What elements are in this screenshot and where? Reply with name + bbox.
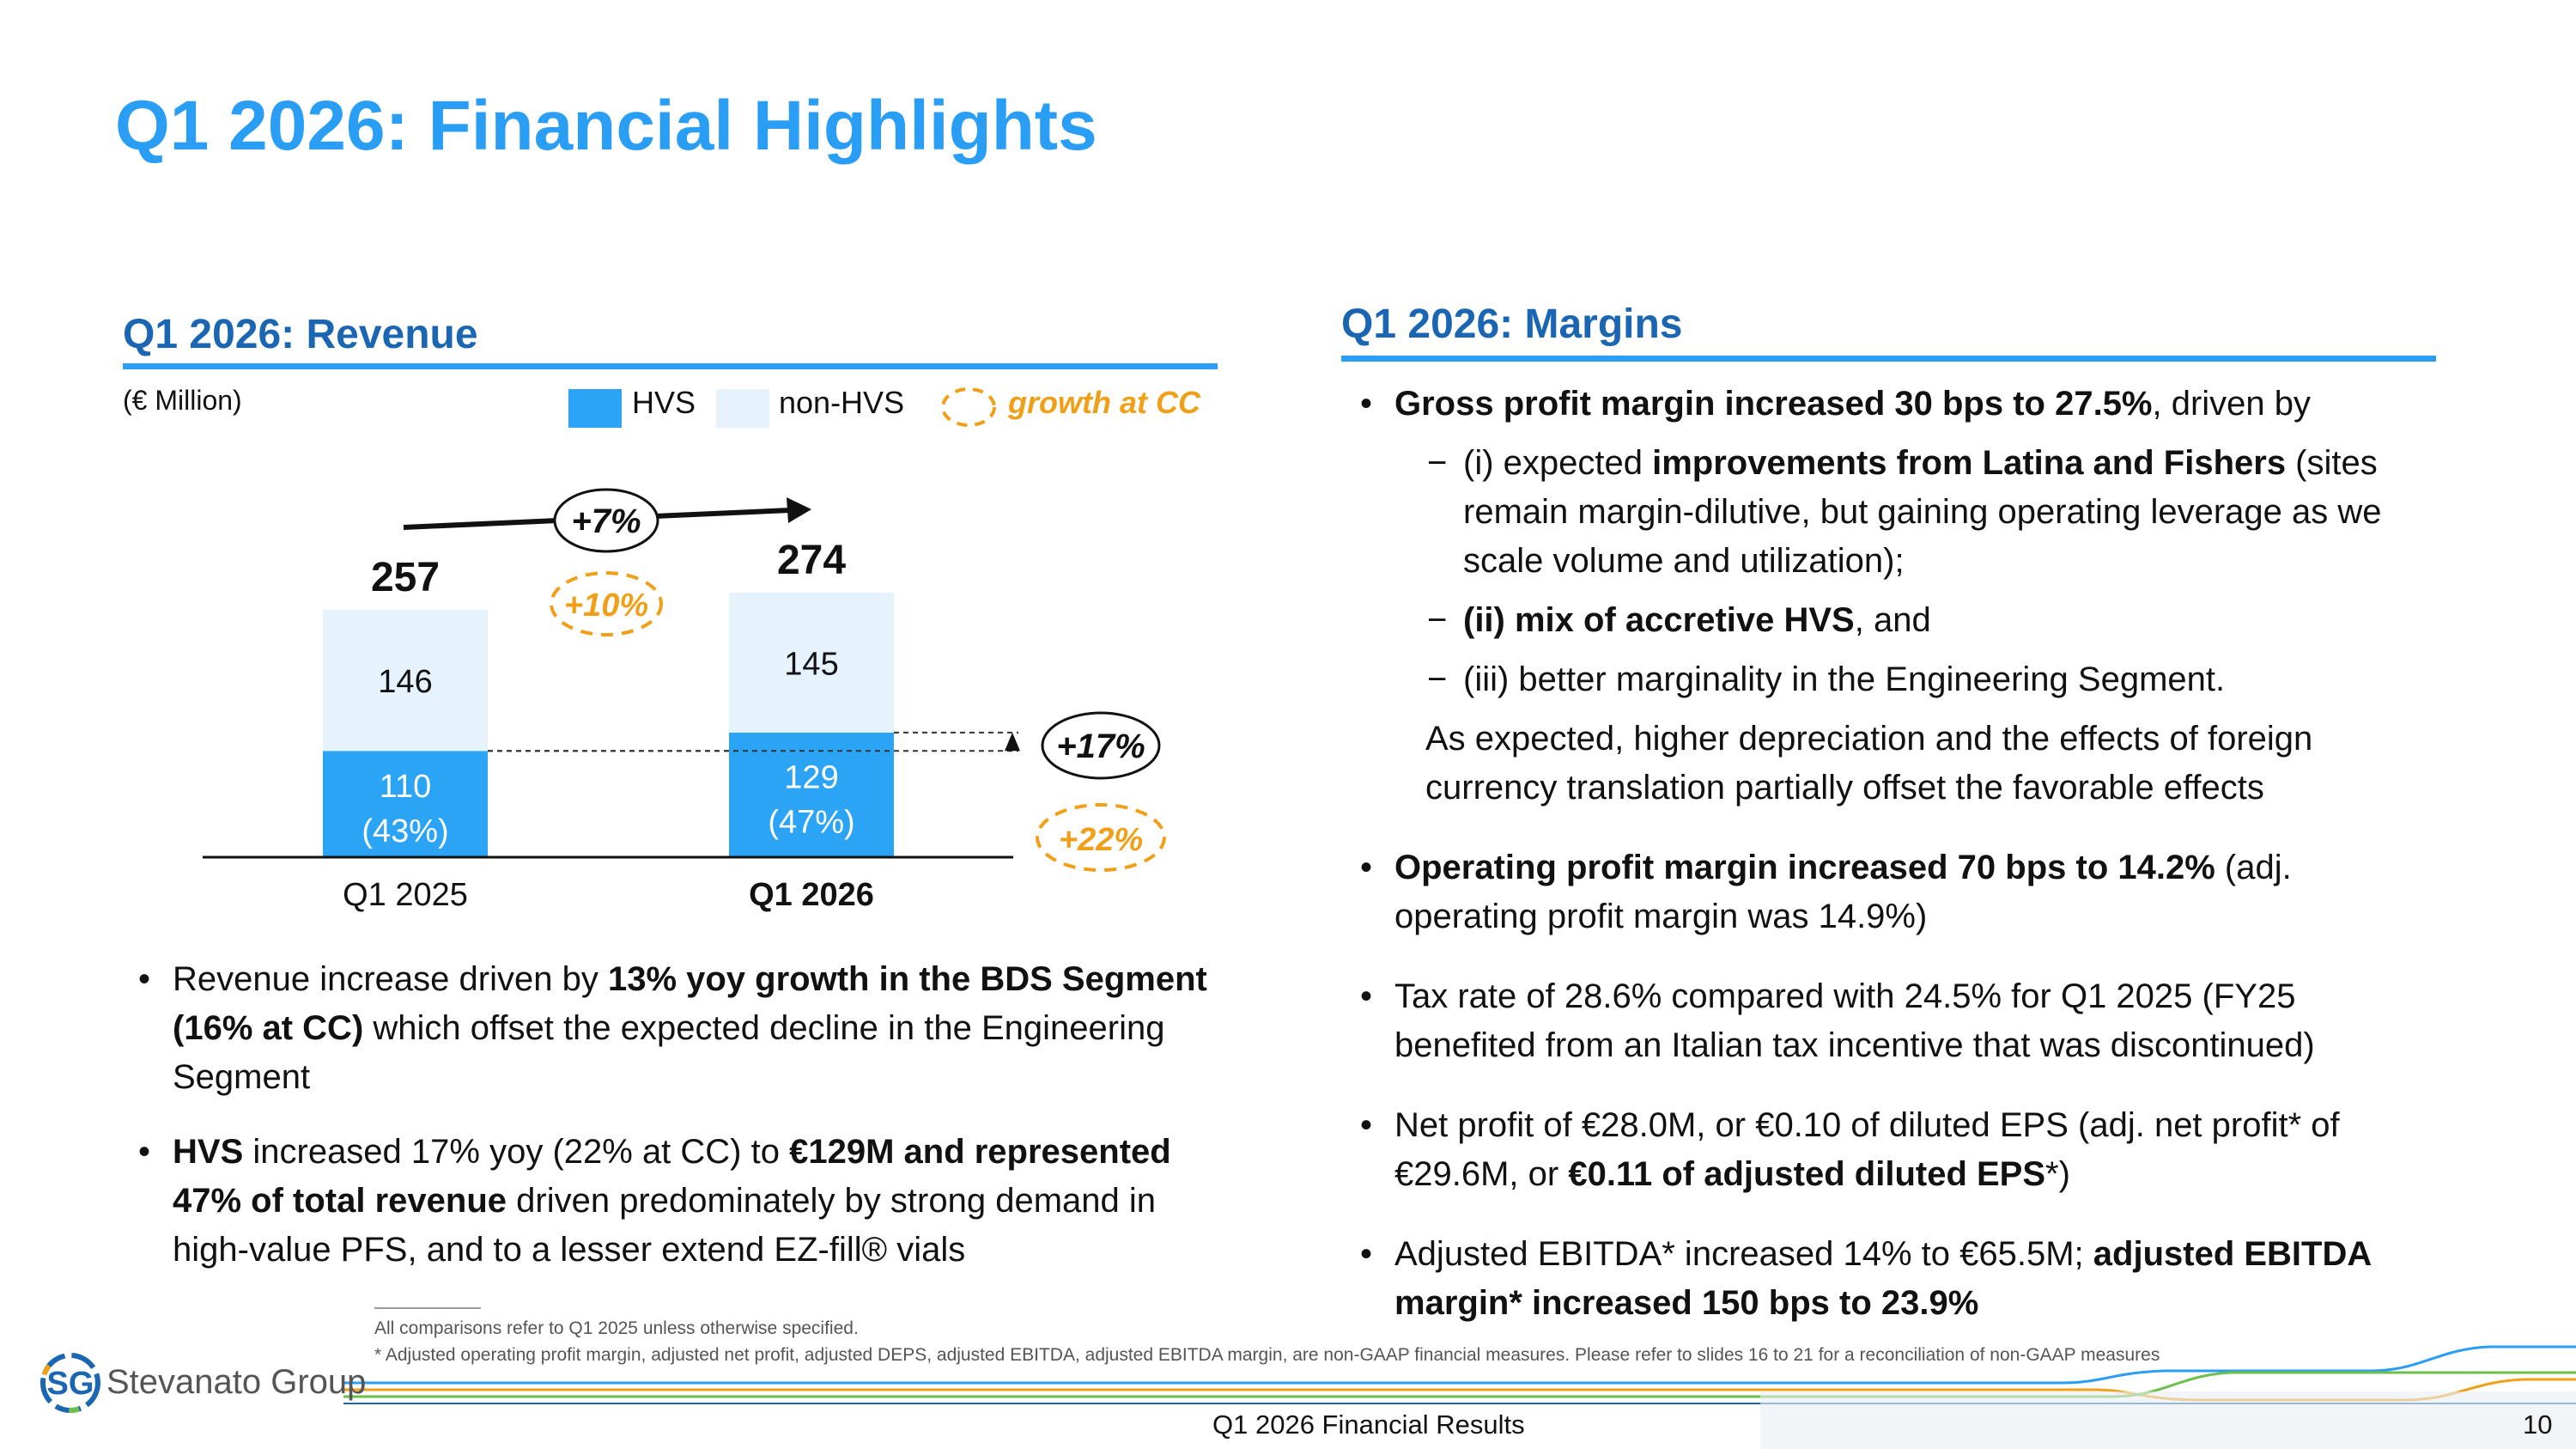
legend-swatch-hvs bbox=[568, 389, 622, 428]
revenue-unit: (€ Million) bbox=[123, 385, 242, 416]
total-growth-cc-ellipse bbox=[550, 571, 663, 636]
page-title: Q1 2026: Financial Highlights bbox=[115, 87, 1097, 165]
revenue-bullet-2-text: HVS increased 17% yoy (22% at CC) to €12… bbox=[173, 1133, 1171, 1269]
legend-label-growth-cc: growth at CC bbox=[1008, 385, 1200, 420]
dash-marker: − bbox=[1427, 661, 1448, 698]
margins-bullet-tax-text: Tax rate of 28.6% compared with 24.5% fo… bbox=[1394, 977, 2315, 1064]
hvs-growth-arrowhead bbox=[1005, 732, 1020, 752]
margins-sub-2-text: (ii) mix of accretive HVS, and bbox=[1463, 601, 1931, 639]
logo-name: Stevanato Group bbox=[106, 1363, 367, 1401]
margins-heading: Q1 2026: Margins bbox=[1341, 301, 1683, 347]
bullet-dot: • bbox=[138, 1133, 151, 1171]
page-number: 10 bbox=[2523, 1409, 2553, 1440]
bar-hvs-2 bbox=[729, 732, 894, 857]
bar-non-hvs-label-1: 146 bbox=[378, 664, 432, 700]
revenue-bullet-1-text: Revenue increase driven by 13% yoy growt… bbox=[173, 960, 1207, 1096]
margins-sub-1-text: (i) expected improvements from Latina an… bbox=[1463, 444, 2382, 580]
bullet-dot: • bbox=[1360, 1235, 1373, 1273]
margins-bullet-ebitda: • Adjusted EBITDA* increased 14% to €65.5… bbox=[1360, 1230, 2433, 1328]
hvs-growth-cc-label: +22% bbox=[1059, 822, 1143, 858]
bullet-dot: • bbox=[1360, 1106, 1373, 1144]
revenue-bullets: • Revenue increase driven by 13% yoy grow… bbox=[138, 955, 1229, 1275]
bar-total-label-1: 257 bbox=[371, 555, 440, 600]
legend-label-non-hvs: non-HVS bbox=[779, 385, 905, 420]
legend-swatch-non-hvs bbox=[716, 389, 769, 428]
margins-heading-rule bbox=[1341, 356, 2436, 362]
margins-bullet-net-profit-text: Net profit of €28.0M, or €0.10 of dilute… bbox=[1394, 1106, 2340, 1193]
margins-bullet-gross: • Gross profit margin increased 30 bps to… bbox=[1360, 380, 2433, 429]
stevanato-logo-mark: SG bbox=[40, 1353, 100, 1413]
revenue-bullet-1: • Revenue increase driven by 13% yoy grow… bbox=[138, 955, 1229, 1102]
x-tick-label-1: Q1 2025 bbox=[343, 877, 468, 913]
margins-bullet-operating-text: Operating profit margin increased 70 bps… bbox=[1394, 849, 2292, 935]
bullet-dot: • bbox=[138, 960, 151, 998]
margins-bullet-operating: • Operating profit margin increased 70 bp… bbox=[1360, 843, 2433, 941]
margins-bullet-net-profit: • Net profit of €28.0M, or €0.10 of dilut… bbox=[1360, 1101, 2433, 1199]
margins-bullet-gross-text: Gross profit margin increased 30 bps to … bbox=[1394, 385, 2312, 423]
dash-marker: − bbox=[1427, 601, 1448, 639]
dash-marker: − bbox=[1427, 444, 1448, 482]
total-growth-cc-label: +10% bbox=[564, 588, 648, 624]
hvs-growth-cc-ellipse bbox=[1036, 803, 1166, 872]
bullet-dot: • bbox=[1360, 977, 1373, 1015]
total-growth-ellipse bbox=[553, 488, 659, 553]
bar-hvs-label-share-2: (47%) bbox=[768, 804, 854, 840]
margins-sub-1: − (i) expected improvements from Latina a… bbox=[1427, 439, 2433, 586]
logo-mark-text: SG bbox=[47, 1366, 94, 1402]
bar-hvs-label-share-1: (43%) bbox=[361, 813, 448, 849]
footnote-2: * Adjusted operating profit margin, adju… bbox=[374, 1345, 2160, 1365]
hvs-growth-label: +17% bbox=[1056, 728, 1145, 765]
hvs-growth-ellipse bbox=[1041, 711, 1161, 780]
footer-decoration bbox=[343, 1345, 2576, 1449]
margins-sub-3-text: (iii) better marginality in the Engineer… bbox=[1463, 661, 2226, 698]
bar-non-hvs-label-2: 145 bbox=[784, 646, 838, 682]
margins-sub-2: − (ii) mix of accretive HVS, and bbox=[1427, 596, 2433, 645]
footnote-1: All comparisons refer to Q1 2025 unless … bbox=[374, 1318, 859, 1338]
footer-title: Q1 2026 Financial Results bbox=[1212, 1409, 1525, 1440]
revenue-heading: Q1 2026: Revenue bbox=[123, 312, 478, 357]
bullet-dot: • bbox=[1360, 849, 1373, 886]
bar-non-hvs-2 bbox=[729, 592, 894, 733]
x-tick-label-2: Q1 2026 bbox=[749, 877, 874, 913]
margins-note: As expected, higher depreciation and the… bbox=[1425, 720, 2313, 807]
total-growth-arrowhead bbox=[787, 497, 811, 523]
margins-bullets: • Gross profit margin increased 30 bps to… bbox=[1360, 380, 2433, 1328]
legend-swatch-growth-cc bbox=[941, 387, 996, 427]
bar-non-hvs-1 bbox=[323, 610, 488, 752]
total-growth-label: +7% bbox=[571, 502, 641, 540]
margins-bullet-ebitda-text: Adjusted EBITDA* increased 14% to €65.5M… bbox=[1394, 1235, 2371, 1322]
revenue-heading-rule bbox=[123, 363, 1218, 369]
revenue-bullet-2: • HVS increased 17% yoy (22% at CC) to €1… bbox=[138, 1128, 1229, 1275]
bar-hvs-label-value-1: 110 bbox=[380, 769, 432, 805]
margins-bullet-tax: • Tax rate of 28.6% compared with 24.5% f… bbox=[1360, 972, 2433, 1070]
bullet-dot: • bbox=[1360, 385, 1373, 423]
margins-sub-list: − (i) expected improvements from Latina a… bbox=[1394, 439, 2433, 704]
margins-sub-3: − (iii) better marginality in the Enginee… bbox=[1427, 655, 2433, 704]
footnote-rule bbox=[374, 1307, 481, 1309]
bar-total-label-2: 274 bbox=[777, 538, 846, 583]
bar-hvs-label-value-2: 129 bbox=[784, 759, 838, 795]
legend-label-hvs: HVS bbox=[632, 385, 696, 420]
bar-hvs-1 bbox=[323, 751, 488, 857]
